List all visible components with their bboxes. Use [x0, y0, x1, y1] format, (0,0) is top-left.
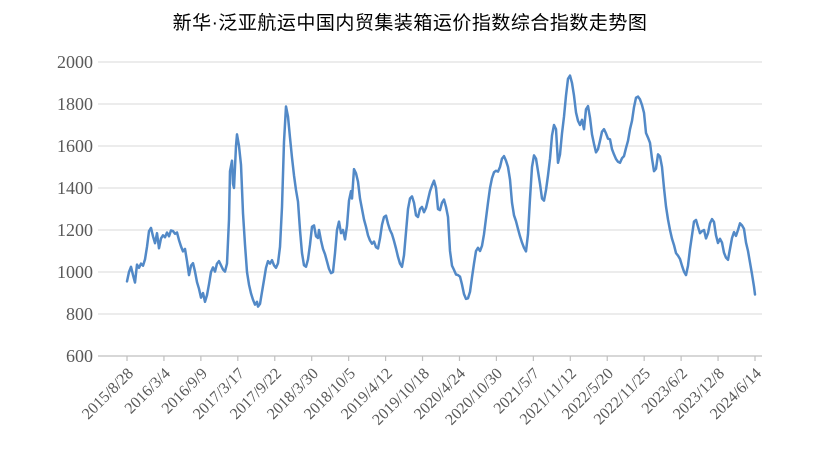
chart-title: 新华·泛亚航运中国内贸集装箱运价指数综合指数走势图 — [172, 13, 648, 34]
y-tick-label: 1600 — [57, 136, 93, 156]
y-tick-label: 2000 — [57, 52, 93, 72]
y-tick-label: 800 — [66, 304, 93, 324]
y-tick-label: 600 — [66, 346, 93, 366]
y-tick-label: 1400 — [57, 178, 93, 198]
y-tick-label: 1200 — [57, 220, 93, 240]
y-tick-label: 1800 — [57, 94, 93, 114]
series-line — [125, 74, 757, 308]
y-tick-label: 1000 — [57, 262, 93, 282]
